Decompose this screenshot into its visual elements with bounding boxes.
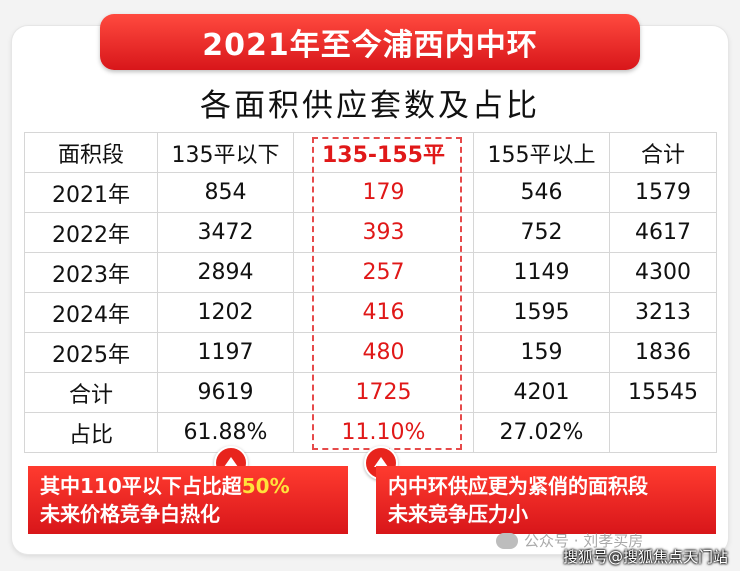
- callout-right: 内中环供应更为紧俏的面积段 未来竞争压力小: [376, 466, 716, 534]
- cell-value: 4617: [609, 212, 717, 253]
- cell-value: 546: [473, 172, 610, 213]
- cell-value: 752: [473, 212, 610, 253]
- cell-value: 1202: [157, 292, 294, 333]
- cell-value: 257: [293, 252, 474, 293]
- cell-value: 3213: [609, 292, 717, 333]
- row-label: 2024年: [24, 292, 158, 333]
- row-label: 占比: [24, 412, 158, 453]
- cell-value: 3472: [157, 212, 294, 253]
- cell-value: 1149: [473, 252, 610, 293]
- callout-left: 其中110平以下占比超50% 未来价格竞争白热化: [28, 466, 348, 534]
- cell-value: 854: [157, 172, 294, 213]
- table-row: 占比 61.88% 11.10% 27.02%: [24, 412, 717, 453]
- callout-right-line1: 内中环供应更为紧俏的面积段: [388, 474, 648, 498]
- cell-value: [609, 412, 717, 453]
- callout-left-line1: 其中110平以下占比超50%: [40, 472, 336, 500]
- footer-source: 公众号 · 刘孝买房: [496, 530, 643, 551]
- cell-value: 1836: [609, 332, 717, 373]
- cell-value: 4300: [609, 252, 717, 293]
- table-row: 2023年 2894 257 1149 4300: [24, 252, 717, 293]
- cell-value: 2894: [157, 252, 294, 293]
- table-row: 合计 9619 1725 4201 15545: [24, 372, 717, 413]
- row-label: 2021年: [24, 172, 158, 213]
- header-135-155: 135-155平: [293, 132, 474, 173]
- callout-left-highlight: 50%: [241, 474, 290, 498]
- row-label: 2022年: [24, 212, 158, 253]
- cell-value: 179: [293, 172, 474, 213]
- cell-value: 1579: [609, 172, 717, 213]
- table-row: 2021年 854 179 546 1579: [24, 172, 717, 213]
- table-row: 2022年 3472 393 752 4617: [24, 212, 717, 253]
- cell-value: 1725: [293, 372, 474, 413]
- table-row: 2024年 1202 416 1595 3213: [24, 292, 717, 333]
- row-label: 2023年: [24, 252, 158, 293]
- wechat-icon: [496, 532, 518, 549]
- row-label: 2025年: [24, 332, 158, 373]
- table-row: 2025年 1197 480 159 1836: [24, 332, 717, 373]
- cell-value: 1197: [157, 332, 294, 373]
- callout-left-prefix: 其中110平以下占比超: [40, 474, 242, 498]
- subtitle: 各面积供应套数及占比: [200, 88, 540, 124]
- header-area: 面积段: [24, 132, 158, 173]
- cell-value: 15545: [609, 372, 717, 413]
- row-label: 合计: [24, 372, 158, 413]
- header-above-155: 155平以上: [473, 132, 610, 173]
- callout-left-line2: 未来价格竞争白热化: [40, 502, 220, 526]
- footer-source-text: 公众号 · 刘孝买房: [524, 532, 644, 550]
- watermark: 搜狐号@搜狐焦点天门站: [562, 548, 728, 566]
- callout-right-line2: 未来竞争压力小: [388, 502, 528, 526]
- cell-value: 1595: [473, 292, 610, 333]
- supply-table: 面积段 135平以下 135-155平 155平以上 合计 2021年 854 …: [24, 132, 717, 453]
- header-total: 合计: [609, 132, 717, 173]
- cell-value: 9619: [157, 372, 294, 413]
- cell-value: 480: [293, 332, 474, 373]
- table-header-row: 面积段 135平以下 135-155平 155平以上 合计: [24, 132, 717, 173]
- cell-value: 4201: [473, 372, 610, 413]
- cell-value: 27.02%: [473, 412, 610, 453]
- cell-value: 61.88%: [157, 412, 294, 453]
- cell-value: 416: [293, 292, 474, 333]
- cell-value: 393: [293, 212, 474, 253]
- cell-value: 159: [473, 332, 610, 373]
- banner-title: 2021年至今浦西内中环: [100, 14, 640, 70]
- header-below-135: 135平以下: [157, 132, 294, 173]
- cell-value: 11.10%: [293, 412, 474, 453]
